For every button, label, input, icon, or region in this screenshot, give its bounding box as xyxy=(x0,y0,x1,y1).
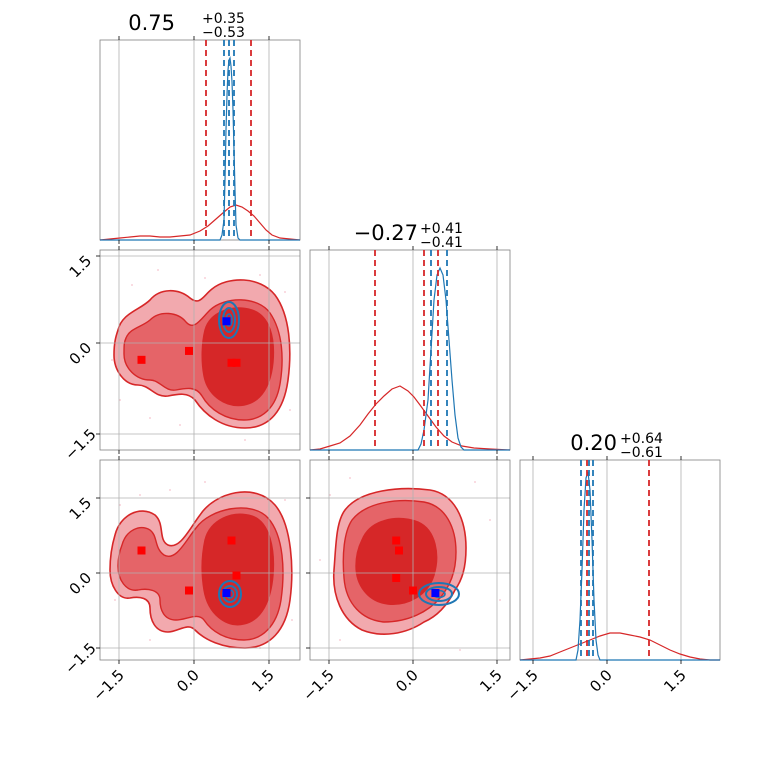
scatter-dots xyxy=(319,477,501,651)
panel-frame xyxy=(99,459,301,661)
red-marker xyxy=(137,355,146,364)
histogram-param-2 xyxy=(309,249,511,451)
red-marker xyxy=(409,586,417,595)
x-tick-label: 0.0 xyxy=(173,666,203,696)
markers xyxy=(392,536,440,597)
red-marker xyxy=(227,536,236,545)
blue-marker xyxy=(222,317,231,326)
x-tick-label: 1.5 xyxy=(660,666,690,696)
red-marker xyxy=(185,586,193,595)
contour-body xyxy=(109,481,293,649)
panel-frame xyxy=(99,39,301,241)
y-tick-label: −1.5 xyxy=(61,639,99,677)
y-tick-label: 0.0 xyxy=(66,569,96,599)
contour-param-1-vs-2 xyxy=(99,249,301,451)
panel-frame xyxy=(519,459,721,661)
contour-inner xyxy=(201,307,275,407)
panel-frame xyxy=(309,249,511,451)
grid-lines xyxy=(118,40,270,240)
title-upper-error: +0.64 xyxy=(620,431,663,447)
red-histogram xyxy=(309,385,511,451)
y-tick-label: 1.5 xyxy=(66,252,96,282)
x-tick-label: 1.5 xyxy=(476,666,506,696)
red-marker xyxy=(137,546,146,555)
panel-frame xyxy=(99,249,301,451)
x-tick-label: −1.5 xyxy=(299,666,337,704)
x-tick-label: −1.5 xyxy=(503,666,541,704)
contour-inner xyxy=(355,517,438,605)
blue-histogram xyxy=(520,471,720,661)
contour-inner xyxy=(201,513,275,626)
grid-lines xyxy=(100,250,300,450)
red-marker xyxy=(185,346,193,355)
red-marker xyxy=(392,536,401,545)
y-tick-label: 1.5 xyxy=(66,494,96,524)
histogram-param-3 xyxy=(519,459,721,661)
title-lower-error: −0.61 xyxy=(620,445,663,461)
red-marker xyxy=(392,574,401,582)
grid-lines xyxy=(532,460,682,660)
histogram-param-1 xyxy=(99,39,301,241)
y-tick-label: −1.5 xyxy=(61,425,99,463)
title-upper-error: +0.41 xyxy=(420,221,463,237)
red-marker xyxy=(232,358,241,367)
markers xyxy=(137,536,241,597)
markers xyxy=(137,317,241,367)
title-param-3: 0.20 +0.64 −0.61 xyxy=(570,431,663,461)
grid-lines xyxy=(310,460,510,660)
red-marker xyxy=(232,571,241,580)
contour-param-2-vs-3 xyxy=(309,459,511,661)
grid-lines xyxy=(328,250,498,450)
title-value: 0.75 xyxy=(128,11,175,35)
contour-param-1-vs-3 xyxy=(99,459,301,661)
title-param-2: −0.27 +0.41 −0.41 xyxy=(354,221,463,251)
title-param-1: 0.75 +0.35 −0.53 xyxy=(128,11,245,41)
blue-contour xyxy=(425,586,453,602)
scatter-dots xyxy=(114,481,293,649)
red-marker xyxy=(227,358,236,367)
title-lower-error: −0.53 xyxy=(202,25,245,41)
title-value: −0.27 xyxy=(354,221,418,245)
x-tick-label: 1.5 xyxy=(248,666,278,696)
panel-frame xyxy=(309,459,511,661)
red-histogram xyxy=(99,204,301,241)
blue-contour xyxy=(218,580,242,608)
title-upper-error: +0.35 xyxy=(202,11,245,27)
title-lower-error: −0.41 xyxy=(420,235,463,251)
contour-body xyxy=(319,477,501,651)
scatter-dots xyxy=(111,269,291,441)
title-value: 0.20 xyxy=(570,431,617,455)
grid-lines xyxy=(100,460,300,660)
contour-body xyxy=(111,269,291,441)
x-tick-label: −1.5 xyxy=(89,666,127,704)
red-marker xyxy=(395,546,403,555)
blue-marker xyxy=(431,589,440,597)
y-tick-label: 0.0 xyxy=(66,339,96,369)
x-tick-label: 0.0 xyxy=(392,666,422,696)
x-tick-label: 0.0 xyxy=(586,666,616,696)
red-histogram xyxy=(519,632,720,661)
blue-contour xyxy=(418,582,460,606)
blue-marker xyxy=(222,589,231,597)
blue-contour xyxy=(218,301,240,339)
